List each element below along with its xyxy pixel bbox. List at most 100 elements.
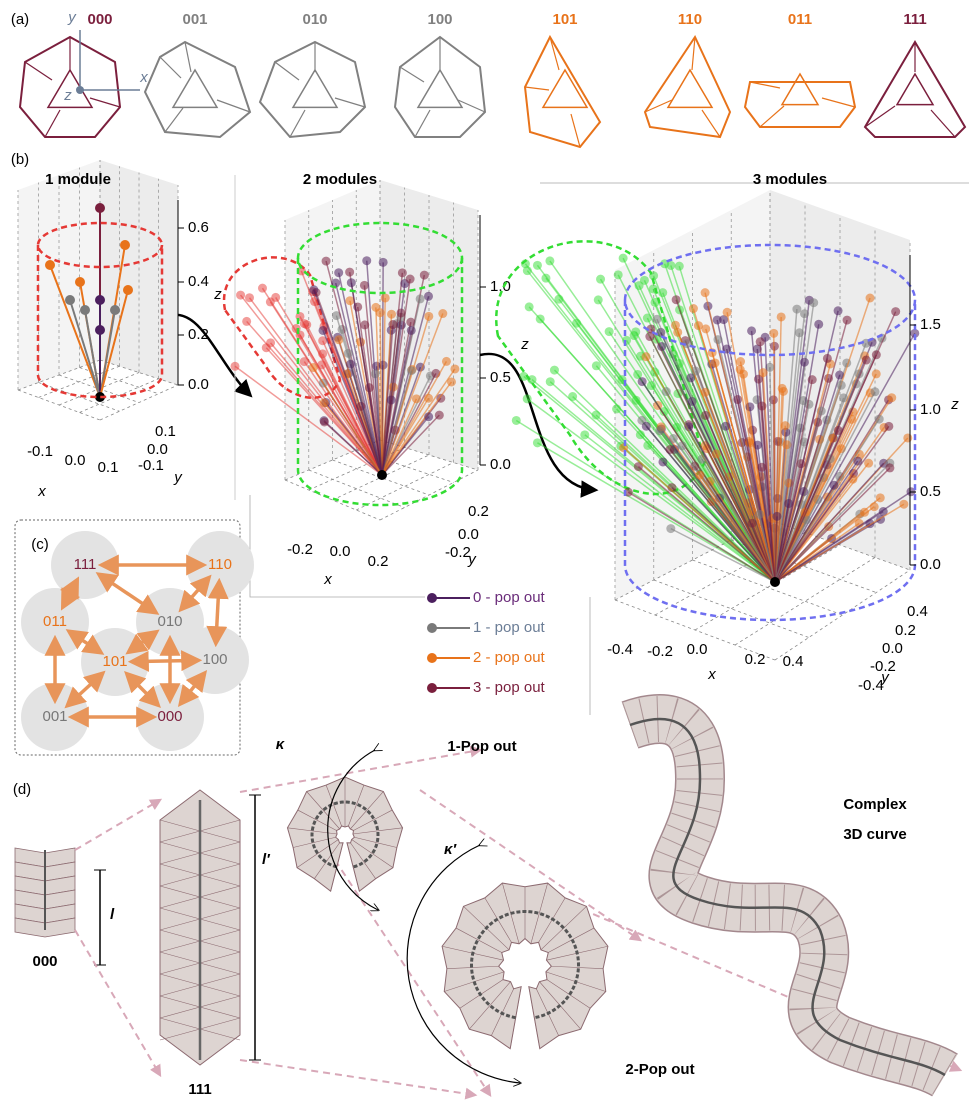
stem-tip [747,326,757,336]
stem [774,467,891,583]
polyhedron-face [895,72,935,106]
stem-tip [593,295,603,305]
polyhedron [393,35,487,138]
stem-tip [853,456,863,466]
y-tick-label: 0.2 [895,622,916,639]
state-code: 101 [552,11,577,28]
stem-tip [318,349,328,359]
stem [726,312,776,583]
origin [770,577,780,587]
stem-tip [527,375,537,385]
x-tick-label: 0.0 [330,543,351,560]
stem-tip [666,524,676,534]
stem [323,421,383,476]
y-tick-label: 0.1 [155,423,176,440]
polyhedron-edge [524,86,550,91]
polyhedron [523,34,602,149]
stem [381,313,444,476]
stem [337,272,383,476]
stem-tip [396,308,406,318]
stem-tip [446,377,456,387]
grid-line [99,384,179,421]
stem-tip [671,295,681,305]
grid-line [694,544,841,631]
stem-tip [424,412,434,422]
stem-tip [682,339,692,349]
stem-tip [769,328,779,338]
stem [774,425,787,583]
polyhedron-edge [184,41,192,73]
stem-tip [807,375,817,385]
stem-tip [722,307,732,317]
y-axis-label: y [173,469,183,486]
polyhedron-face [171,68,219,109]
y-tick-label: -0.1 [138,457,164,474]
transition-arrow [178,574,212,613]
polyhedron-edge [399,66,425,83]
polyhedron-face [291,68,339,109]
polyhedron-face [541,68,589,109]
stem-tip [388,320,398,330]
state-label: 110 [208,556,232,573]
stem-tip [757,401,767,411]
stem-tip [318,336,328,346]
polyhedron-edge [570,113,581,148]
stem-tip [865,293,875,303]
stem-tip [657,341,667,351]
transition-arrow [65,629,105,655]
state-code: 011 [788,11,812,28]
stem-tip [792,304,802,314]
stem-tip [847,414,857,424]
stem-tip [415,362,425,372]
polyhedron-edge [821,97,856,108]
length-label: l [110,906,115,923]
polyhedron-edge [457,99,486,113]
panel-label: (c) [31,536,49,553]
stem-tip [719,315,729,325]
connector [249,495,425,598]
ring-edge [287,827,338,835]
stem [739,361,776,583]
stem-tip [842,315,852,325]
transition-arrow [125,629,160,655]
stem-tip [545,256,555,266]
stem-tip [236,290,246,300]
stem [381,312,402,476]
stem-tip [833,306,843,316]
stem-tip [655,426,665,436]
stem-tip [450,364,460,374]
z-tick-label: 0.0 [920,556,941,573]
stem [349,363,383,476]
grid-line [356,462,454,511]
origin [377,470,387,480]
stem-tip [438,309,448,319]
x-tick-label: 0.1 [98,459,119,476]
stem-tip [343,348,353,358]
stem-tip [387,309,397,319]
stem-tip [397,268,407,278]
panel-label: (b) [11,151,29,168]
stem-tip [874,414,884,424]
stem-tip [80,305,90,315]
stem-tip [829,480,839,490]
stem-tip [308,363,318,373]
stem-tip [658,288,668,298]
stem [381,370,413,476]
stem-tip [869,502,879,512]
stem [365,260,383,476]
origin [95,392,105,402]
grid-line [284,479,381,521]
curvature-arc [327,750,378,910]
stem [715,453,776,583]
stem-tip [721,421,731,431]
stem [627,491,776,583]
stem-tip [887,393,897,403]
x-tick-label: -0.1 [27,443,53,460]
stem-tip [688,304,698,314]
shape-label: 1-Pop out [447,738,516,755]
stem-tip [712,315,722,325]
stem-tip [903,433,913,443]
polyhedron-edge [24,61,53,81]
stem-tip [776,312,786,322]
stem-tip [652,314,662,324]
